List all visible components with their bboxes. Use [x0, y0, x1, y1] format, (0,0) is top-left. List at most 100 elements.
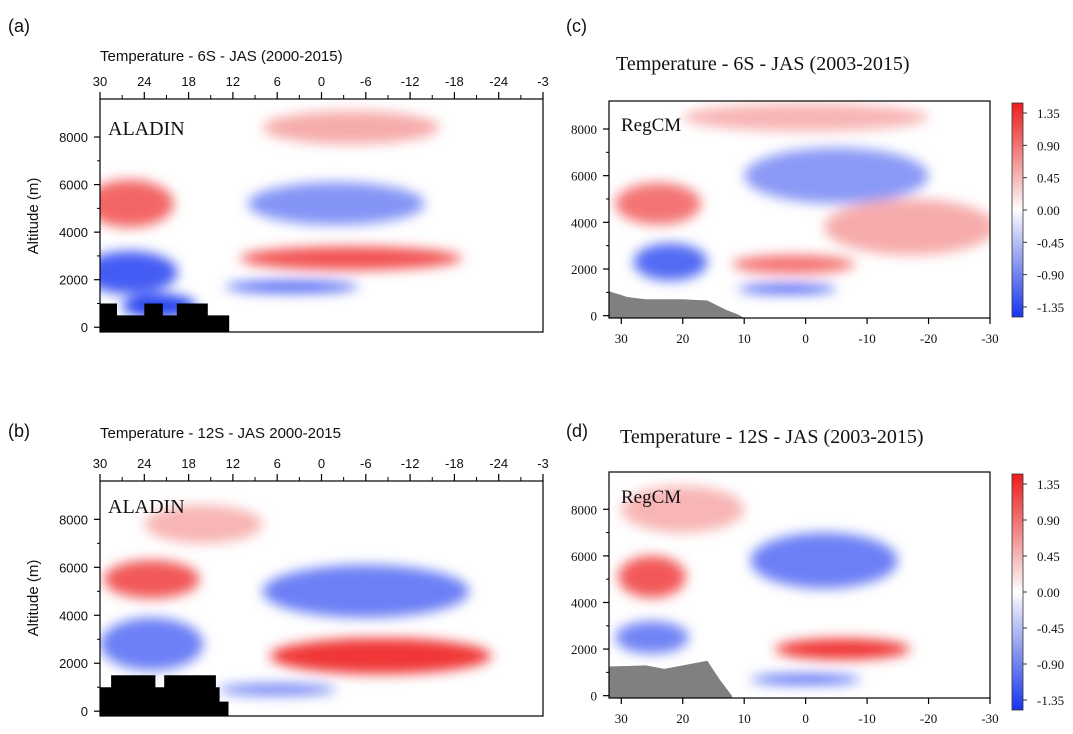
terrain — [609, 660, 732, 698]
panel-label: (a) — [8, 16, 30, 36]
anomaly-region — [247, 182, 425, 226]
x-tick-label: 30 — [615, 711, 628, 726]
y-tick-label: 0 — [591, 309, 598, 324]
x-tick-label: -10 — [858, 331, 875, 346]
x-tick-label: 10 — [738, 711, 751, 726]
colorbar-tick-label: -1.35 — [1037, 693, 1064, 708]
anomaly-region — [100, 251, 178, 294]
terrain — [100, 675, 229, 716]
colorbar-tick-label: 0.45 — [1037, 549, 1060, 564]
chart-title: Temperature - 12S - JAS 2000-2015 — [100, 425, 341, 442]
y-axis-label: Altitude (m) — [25, 560, 42, 637]
x-tick-label: 24 — [137, 456, 151, 471]
y-tick-label: 8000 — [571, 502, 597, 517]
y-tick-label: 4000 — [571, 595, 597, 610]
anomaly-region — [225, 280, 359, 293]
colorbar-top: 1.35 0.90 0.45 0.00 -0.45 -0.90 -1.35 — [1011, 102, 1064, 318]
x-tick-label: -30 — [981, 331, 998, 346]
x-tick-label: 20 — [676, 711, 689, 726]
colorbar-tick-label: 0.90 — [1037, 138, 1060, 153]
colorbar-tick-label: 1.35 — [1037, 477, 1060, 492]
anomaly-region — [240, 246, 462, 271]
x-tick-label: 30 — [93, 456, 107, 471]
plot-area: 30 24 18 12 6 0 -6 -12 -18 -24 -3 0 2000 4000 6000 8000 — [59, 74, 549, 335]
y-axis-label: Altitude (m) — [25, 178, 42, 255]
terrain — [100, 303, 230, 332]
anomaly-region — [262, 564, 470, 618]
x-tick-label: -18 — [445, 456, 464, 471]
colorbar-tick-label: -0.45 — [1037, 621, 1064, 636]
colorbar-labels: 1.35 0.90 0.45 0.00 -0.45 -0.90 -1.35 — [1023, 477, 1064, 708]
model-label: RegCM — [621, 487, 681, 508]
y-tick-label: 2000 — [571, 642, 597, 657]
plot-area: 30 20 10 0 -10 -20 -30 0 2000 4000 6000 8000 — [571, 101, 999, 346]
anomaly-region — [682, 103, 929, 132]
anomaly-region — [100, 179, 174, 228]
y-tick-label: 6000 — [571, 169, 597, 184]
anomaly-region — [615, 621, 689, 654]
plot-frame — [608, 100, 991, 319]
y-tick-label: 2000 — [59, 656, 88, 671]
x-tick-label: -20 — [920, 711, 937, 726]
colorbar-tick-label: 0.90 — [1037, 513, 1060, 528]
chart-title: Temperature - 6S - JAS (2000-2015) — [100, 48, 343, 65]
x-tick-label: -12 — [401, 74, 420, 89]
panel-c: (c) Temperature - 6S - JAS (2003-2015) 3… — [566, 16, 999, 346]
x-tick-label: -3 — [537, 74, 549, 89]
panel-d: (d) Temperature - 12S - JAS (2003-2015) … — [566, 421, 999, 726]
x-tick-label: 0 — [318, 456, 325, 471]
anomaly-region — [738, 284, 837, 294]
plot-area: 30 24 18 12 6 0 -6 -12 -18 -24 -3 0 2000 4000 6000 8000 — [59, 456, 549, 719]
terrain — [609, 291, 745, 318]
colorbar-bottom: 1.35 0.90 0.45 0.00 -0.45 -0.90 -1.35 — [1011, 473, 1064, 711]
anomaly-region — [824, 199, 990, 255]
anomaly-region — [621, 485, 745, 533]
y-tick-label: 0 — [81, 320, 88, 335]
chart-title: Temperature - 12S - JAS (2003-2015) — [620, 426, 924, 448]
x-tick-label: -24 — [489, 74, 508, 89]
anomaly-region — [774, 638, 911, 660]
y-tick-label: 2000 — [59, 273, 88, 288]
anomaly-region — [750, 532, 898, 589]
anomaly-region — [750, 674, 861, 685]
anomaly-region — [744, 147, 929, 204]
x-tick-label: 20 — [676, 331, 689, 346]
anomaly-region — [269, 638, 492, 675]
panel-b: (b) Temperature - 12S - JAS 2000-2015 30… — [8, 421, 549, 719]
anomaly-region — [144, 504, 263, 544]
x-tick-label: 0 — [802, 331, 809, 346]
colorbar-ramp — [1011, 473, 1024, 711]
model-label: ALADIN — [108, 496, 185, 518]
anomaly-region — [731, 255, 855, 274]
y-tick-label: 2000 — [571, 262, 597, 277]
colorbar-tick-label: 0.45 — [1037, 171, 1060, 186]
y-tick-label: 8000 — [59, 130, 88, 145]
x-tick-label: 10 — [738, 331, 751, 346]
plot-frame — [99, 480, 544, 717]
anomaly-region — [218, 683, 337, 696]
x-tick-label: 6 — [274, 74, 281, 89]
plot-area: 30 20 10 0 -10 -20 -30 0 2000 4000 6000 8000 — [571, 472, 999, 726]
y-tick-label: 0 — [591, 689, 598, 704]
panel-label: (d) — [566, 421, 588, 441]
x-tick-label: 0 — [318, 74, 325, 89]
panel-label: (b) — [8, 421, 30, 441]
x-tick-label: -24 — [489, 456, 508, 471]
x-tick-label: -6 — [360, 74, 372, 89]
colorbar-tick-label: 0.00 — [1037, 585, 1060, 600]
x-tick-label: 12 — [226, 74, 240, 89]
colorbar-tick-label: -1.35 — [1037, 300, 1064, 315]
colorbar-tick-label: 0.00 — [1037, 203, 1060, 218]
x-tick-label: 18 — [181, 456, 195, 471]
anomaly-region — [618, 555, 686, 598]
colorbar-tick-label: -0.45 — [1037, 235, 1064, 250]
colorbar-tick-label: -0.90 — [1037, 657, 1064, 672]
y-tick-label: 6000 — [571, 549, 597, 564]
colorbar-ramp — [1011, 102, 1024, 318]
x-tick-label: 18 — [181, 74, 195, 89]
panel-label: (c) — [566, 16, 587, 36]
x-tick-label: 0 — [802, 711, 809, 726]
y-tick-label: 4000 — [59, 608, 88, 623]
y-tick-label: 6000 — [59, 560, 88, 575]
